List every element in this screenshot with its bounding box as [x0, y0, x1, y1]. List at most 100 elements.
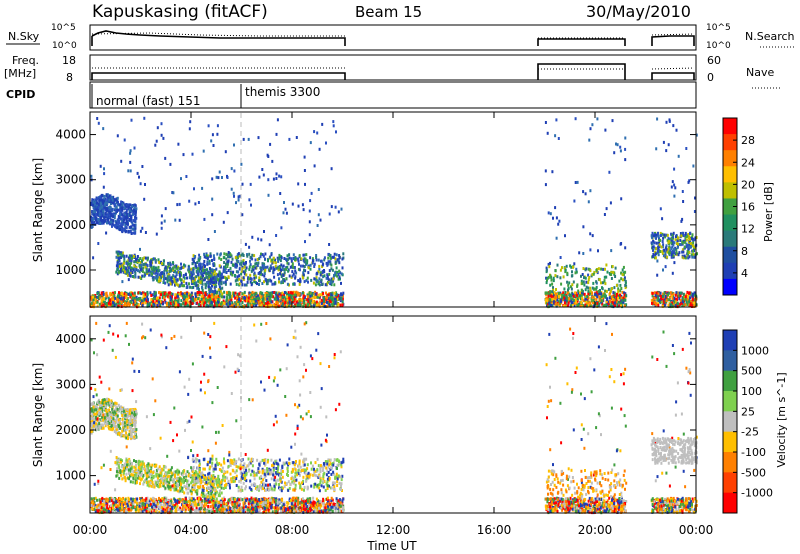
range-gate-cell [201, 280, 203, 284]
range-gate-cell [269, 142, 272, 146]
date-title: 30/May/2010 [586, 2, 691, 21]
y-tick-label: 2000 [55, 218, 86, 232]
range-gate-cell [218, 302, 221, 306]
range-gate-cell [326, 282, 329, 286]
range-gate-cell [162, 259, 165, 263]
range-gate-cell [267, 178, 270, 182]
range-gate-cell [121, 251, 124, 255]
range-gate-cell [141, 304, 144, 308]
range-gate-cell [215, 284, 218, 288]
range-gate-cell [169, 281, 172, 285]
range-gate-cell [584, 192, 587, 196]
range-gate-cell [247, 304, 250, 308]
range-gate-cell [236, 302, 239, 306]
range-gate-cell [124, 223, 127, 227]
range-gate-cell [116, 298, 119, 302]
range-gate-cell [253, 280, 256, 284]
range-gate-cell [331, 294, 334, 297]
range-gate-cell [213, 295, 216, 299]
range-gate-cell [551, 300, 554, 304]
range-gate-cell [546, 276, 549, 280]
range-gate-cell [242, 262, 245, 266]
range-gate-cell [91, 301, 94, 305]
range-gate-cell [278, 280, 280, 284]
range-gate-cell [129, 149, 132, 153]
range-gate-cell [619, 283, 622, 287]
range-gate-cell [121, 280, 124, 284]
range-gate-cell [286, 261, 289, 265]
range-gate-cell [228, 300, 231, 304]
range-gate-cell [151, 293, 154, 297]
range-gate-cell [191, 270, 194, 274]
range-gate-cell [202, 294, 204, 298]
range-gate-cell [237, 195, 240, 199]
range-gate-cell [268, 269, 271, 272]
range-gate-cell [260, 295, 263, 299]
range-gate-cell [674, 235, 677, 239]
range-gate-cell [206, 296, 209, 299]
range-gate-cell [681, 300, 684, 304]
range-gate-cell [592, 301, 595, 305]
range-gate-cell [659, 301, 662, 305]
range-gate-cell [191, 273, 194, 277]
range-gate-cell [184, 509, 187, 513]
range-gate-cell [190, 271, 193, 275]
range-gate-cell [609, 291, 612, 295]
range-gate-cell [562, 275, 565, 279]
range-gate-cell [210, 274, 213, 278]
range-gate-cell [144, 231, 147, 234]
range-gate-cell [587, 286, 590, 290]
range-gate-cell [225, 262, 227, 266]
range-gate-cell [612, 270, 615, 274]
range-gate-cell [321, 269, 324, 273]
range-gate-cell [124, 221, 127, 225]
range-gate-cell [92, 295, 94, 299]
range-gate-cell [176, 294, 179, 298]
range-gate-cell [224, 265, 227, 269]
freq-trace-2 [537, 63, 626, 80]
range-gate-cell [121, 268, 124, 272]
range-gate-cell [671, 180, 674, 184]
range-gate-cell [673, 183, 676, 187]
range-gate-cell [111, 213, 114, 217]
range-gate-cell [116, 200, 119, 204]
range-gate-cell [211, 177, 214, 181]
range-gate-cell [221, 497, 224, 501]
range-gate-cell [105, 206, 108, 210]
range-gate-cell [297, 293, 300, 297]
range-gate-cell [158, 279, 160, 283]
range-gate-cell [186, 276, 188, 280]
range-gate-cell [250, 269, 253, 273]
range-gate-cell [117, 271, 120, 275]
range-gate-cell [155, 139, 158, 143]
range-gate-cell [262, 173, 265, 177]
range-gate-cell [302, 264, 305, 268]
range-gate-cell [119, 210, 122, 214]
range-gate-cell [610, 295, 613, 299]
range-gate-cell [669, 291, 672, 295]
range-gate-cell [141, 274, 144, 278]
range-gate-cell [564, 291, 567, 294]
range-gate-cell [120, 211, 123, 214]
range-gate-cell [548, 297, 551, 301]
range-gate-cell [266, 293, 268, 297]
range-gate-cell [121, 254, 124, 258]
range-gate-cell [682, 298, 685, 302]
range-gate-cell [291, 274, 294, 278]
range-gate-cell [230, 260, 233, 264]
range-gate-cell [215, 175, 218, 179]
range-gate-cell [287, 269, 290, 273]
range-gate-cell [692, 164, 695, 168]
range-gate-cell [197, 276, 200, 280]
range-gate-cell [139, 261, 142, 264]
range-gate-cell [266, 265, 269, 269]
range-gate-cell [129, 151, 132, 155]
range-gate-cell [258, 303, 261, 307]
range-gate-cell [94, 198, 97, 202]
range-gate-cell [563, 287, 566, 291]
range-gate-cell [610, 304, 613, 308]
range-gate-cell [117, 304, 120, 308]
range-gate-cell [583, 276, 585, 280]
range-gate-cell [302, 208, 305, 212]
range-gate-cell [133, 146, 136, 150]
